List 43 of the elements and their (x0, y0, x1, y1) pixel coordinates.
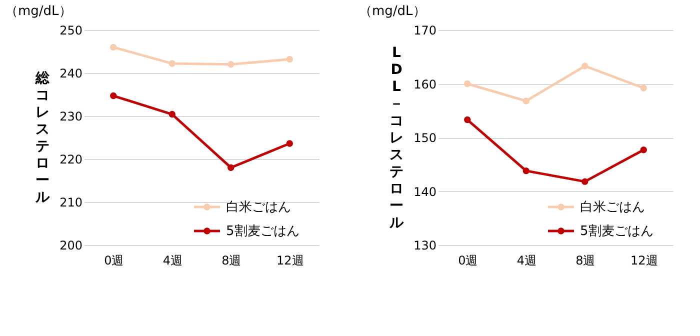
point (110, 44, 117, 51)
y-tick-label: 140 (414, 184, 436, 199)
point (582, 178, 588, 185)
point (464, 116, 471, 124)
y-tick-label: 240 (60, 66, 82, 80)
y-tick-label: 230 (60, 110, 82, 124)
x-tick-label: 4週 (516, 254, 536, 268)
y-tick-label: 250 (60, 24, 82, 38)
point (168, 60, 176, 67)
x-tick-label: 12週 (630, 254, 658, 268)
y-tick-label: 160 (414, 77, 436, 92)
point (640, 146, 647, 154)
x-tick-label: 0週 (104, 254, 124, 268)
point (168, 110, 176, 118)
point (110, 92, 117, 100)
point (228, 61, 234, 68)
x-tick-label: 12週 (276, 254, 304, 268)
point (286, 56, 293, 63)
text: （mg/dL） (5, 4, 72, 19)
y-tick-label: 220 (60, 152, 82, 166)
point (228, 164, 234, 171)
x-tick-label: 8週 (576, 254, 596, 268)
point (522, 98, 530, 104)
point (582, 62, 588, 70)
point (640, 84, 647, 92)
text: （mg/dL） (359, 4, 426, 19)
x-tick-label: 4週 (162, 254, 182, 268)
y-tick-label: 130 (414, 238, 436, 252)
y-tick-label: 200 (60, 238, 82, 252)
legend-label: 5割麦ごはん (580, 224, 654, 239)
legend-label: 5割麦ごはん (226, 224, 300, 239)
legend-label: 白米ごはん (226, 200, 291, 215)
point (286, 140, 293, 147)
legend-label: 白米ごはん (580, 200, 645, 215)
y-tick-label: 150 (414, 131, 436, 145)
y-axis-title: 総コレステロール (34, 70, 50, 206)
point (464, 80, 471, 88)
point (522, 167, 530, 174)
x-tick-label: 8週 (222, 254, 242, 268)
text: LDL－コレステロール (390, 45, 404, 231)
x-tick-label: 0週 (458, 254, 478, 268)
y-tick-label: 170 (414, 24, 436, 38)
y-tick-label: 210 (60, 196, 82, 210)
